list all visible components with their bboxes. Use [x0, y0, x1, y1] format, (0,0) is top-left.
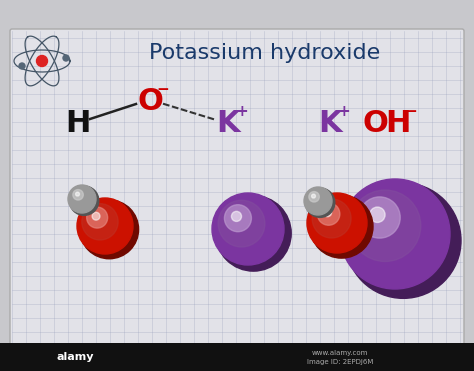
Ellipse shape: [87, 207, 108, 228]
Ellipse shape: [309, 191, 319, 202]
Ellipse shape: [77, 198, 133, 254]
Ellipse shape: [68, 185, 96, 213]
Ellipse shape: [340, 179, 450, 289]
Text: O: O: [362, 108, 388, 138]
Ellipse shape: [70, 188, 89, 206]
Text: O: O: [137, 86, 163, 115]
Ellipse shape: [370, 207, 385, 223]
FancyBboxPatch shape: [10, 29, 464, 348]
FancyBboxPatch shape: [0, 343, 474, 371]
Text: +: +: [236, 104, 248, 118]
Ellipse shape: [312, 199, 351, 238]
Ellipse shape: [75, 192, 80, 196]
Ellipse shape: [359, 197, 400, 238]
Text: K: K: [216, 108, 240, 138]
Ellipse shape: [82, 204, 118, 240]
Text: alamy: alamy: [56, 352, 94, 362]
Ellipse shape: [346, 183, 461, 298]
Ellipse shape: [310, 195, 373, 258]
Text: K: K: [318, 108, 342, 138]
Text: Image ID: 2EPDJ6M: Image ID: 2EPDJ6M: [307, 359, 373, 365]
Text: +: +: [337, 104, 350, 118]
Ellipse shape: [231, 211, 242, 221]
Ellipse shape: [304, 187, 332, 215]
Ellipse shape: [92, 212, 100, 220]
Ellipse shape: [218, 200, 265, 247]
Ellipse shape: [73, 190, 83, 200]
Ellipse shape: [69, 186, 99, 216]
Text: −: −: [405, 104, 418, 118]
Ellipse shape: [224, 205, 251, 232]
Text: H: H: [65, 108, 91, 138]
Ellipse shape: [318, 203, 340, 225]
Ellipse shape: [323, 208, 332, 217]
Circle shape: [63, 55, 69, 61]
Ellipse shape: [307, 193, 367, 253]
Circle shape: [36, 56, 47, 66]
Circle shape: [19, 63, 25, 69]
Text: H: H: [385, 108, 410, 138]
Ellipse shape: [349, 190, 421, 262]
Ellipse shape: [80, 200, 138, 259]
Ellipse shape: [305, 188, 335, 217]
Ellipse shape: [311, 194, 316, 198]
Text: Potassium hydroxide: Potassium hydroxide: [149, 43, 381, 63]
Ellipse shape: [212, 193, 284, 265]
Ellipse shape: [306, 190, 325, 208]
Text: www.alamy.com: www.alamy.com: [312, 350, 368, 356]
Ellipse shape: [216, 196, 291, 271]
Text: −: −: [156, 82, 169, 96]
